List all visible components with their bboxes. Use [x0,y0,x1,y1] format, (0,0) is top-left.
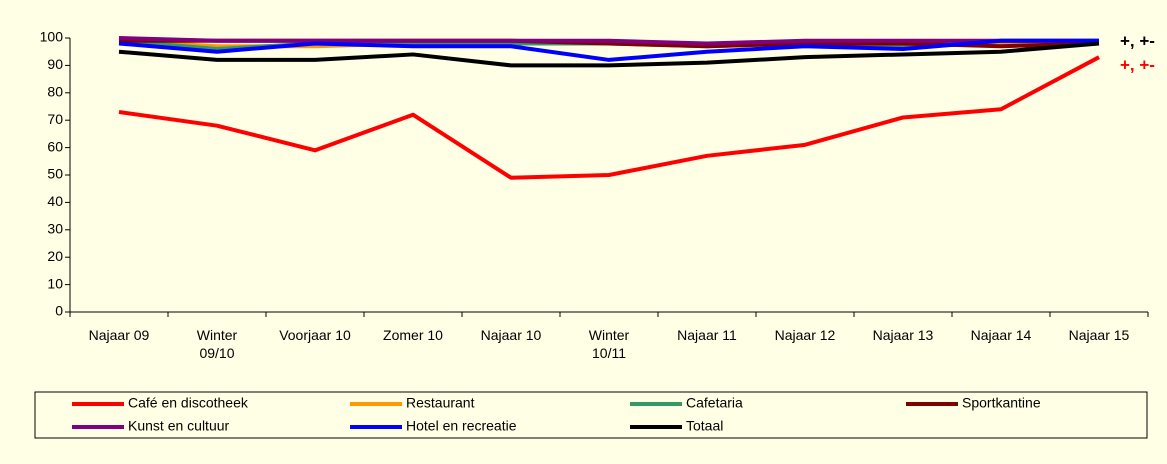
series-line [118,36,1099,46]
x-tick-label: Najaar 12 [774,327,836,343]
x-tick-label: Najaar 14 [970,327,1032,343]
series-line [118,55,1100,180]
legend-label: Cafetaria [686,395,743,411]
y-tick-label: 20 [47,248,63,264]
legend-label: Hotel en recreatie [406,418,517,434]
y-tick-label: 50 [47,166,63,182]
x-tick-label: Najaar 15 [1068,327,1130,343]
x-tick-label: Najaar 13 [872,327,934,343]
y-tick-label: 30 [47,221,63,237]
annotation: +, +- [1120,31,1155,50]
x-tick-label: Najaar 10 [480,327,542,343]
y-tick-label: 80 [47,84,63,100]
series-line [118,38,1099,62]
legend-label: Totaal [686,418,723,434]
x-tick-label: Voorjaar 10 [279,327,351,343]
x-tick-label: Winter 10/11 [588,327,630,361]
y-tick-label: 10 [47,275,63,291]
y-tick-label: 70 [47,111,63,127]
y-tick-label: 100 [40,29,64,45]
legend-label: Restaurant [406,395,475,411]
x-tick-label: Najaar 11 [677,327,737,343]
legend-label: Kunst en cultuur [128,418,230,434]
y-tick-label: 90 [47,56,63,72]
legend-label: Café en discotheek [128,395,249,411]
legend-label: Sportkantine [962,395,1041,411]
legend-box [34,391,1148,439]
x-tick-label: Winter 09/10 [196,327,238,361]
series-line [118,41,1100,68]
y-tick-label: 0 [55,303,63,319]
annotation: +, +- [1120,55,1155,74]
y-tick-label: 60 [47,138,63,154]
y-tick-label: 40 [47,193,63,209]
x-tick-label: Najaar 09 [88,327,150,343]
x-tick-label: Zomer 10 [383,327,443,343]
